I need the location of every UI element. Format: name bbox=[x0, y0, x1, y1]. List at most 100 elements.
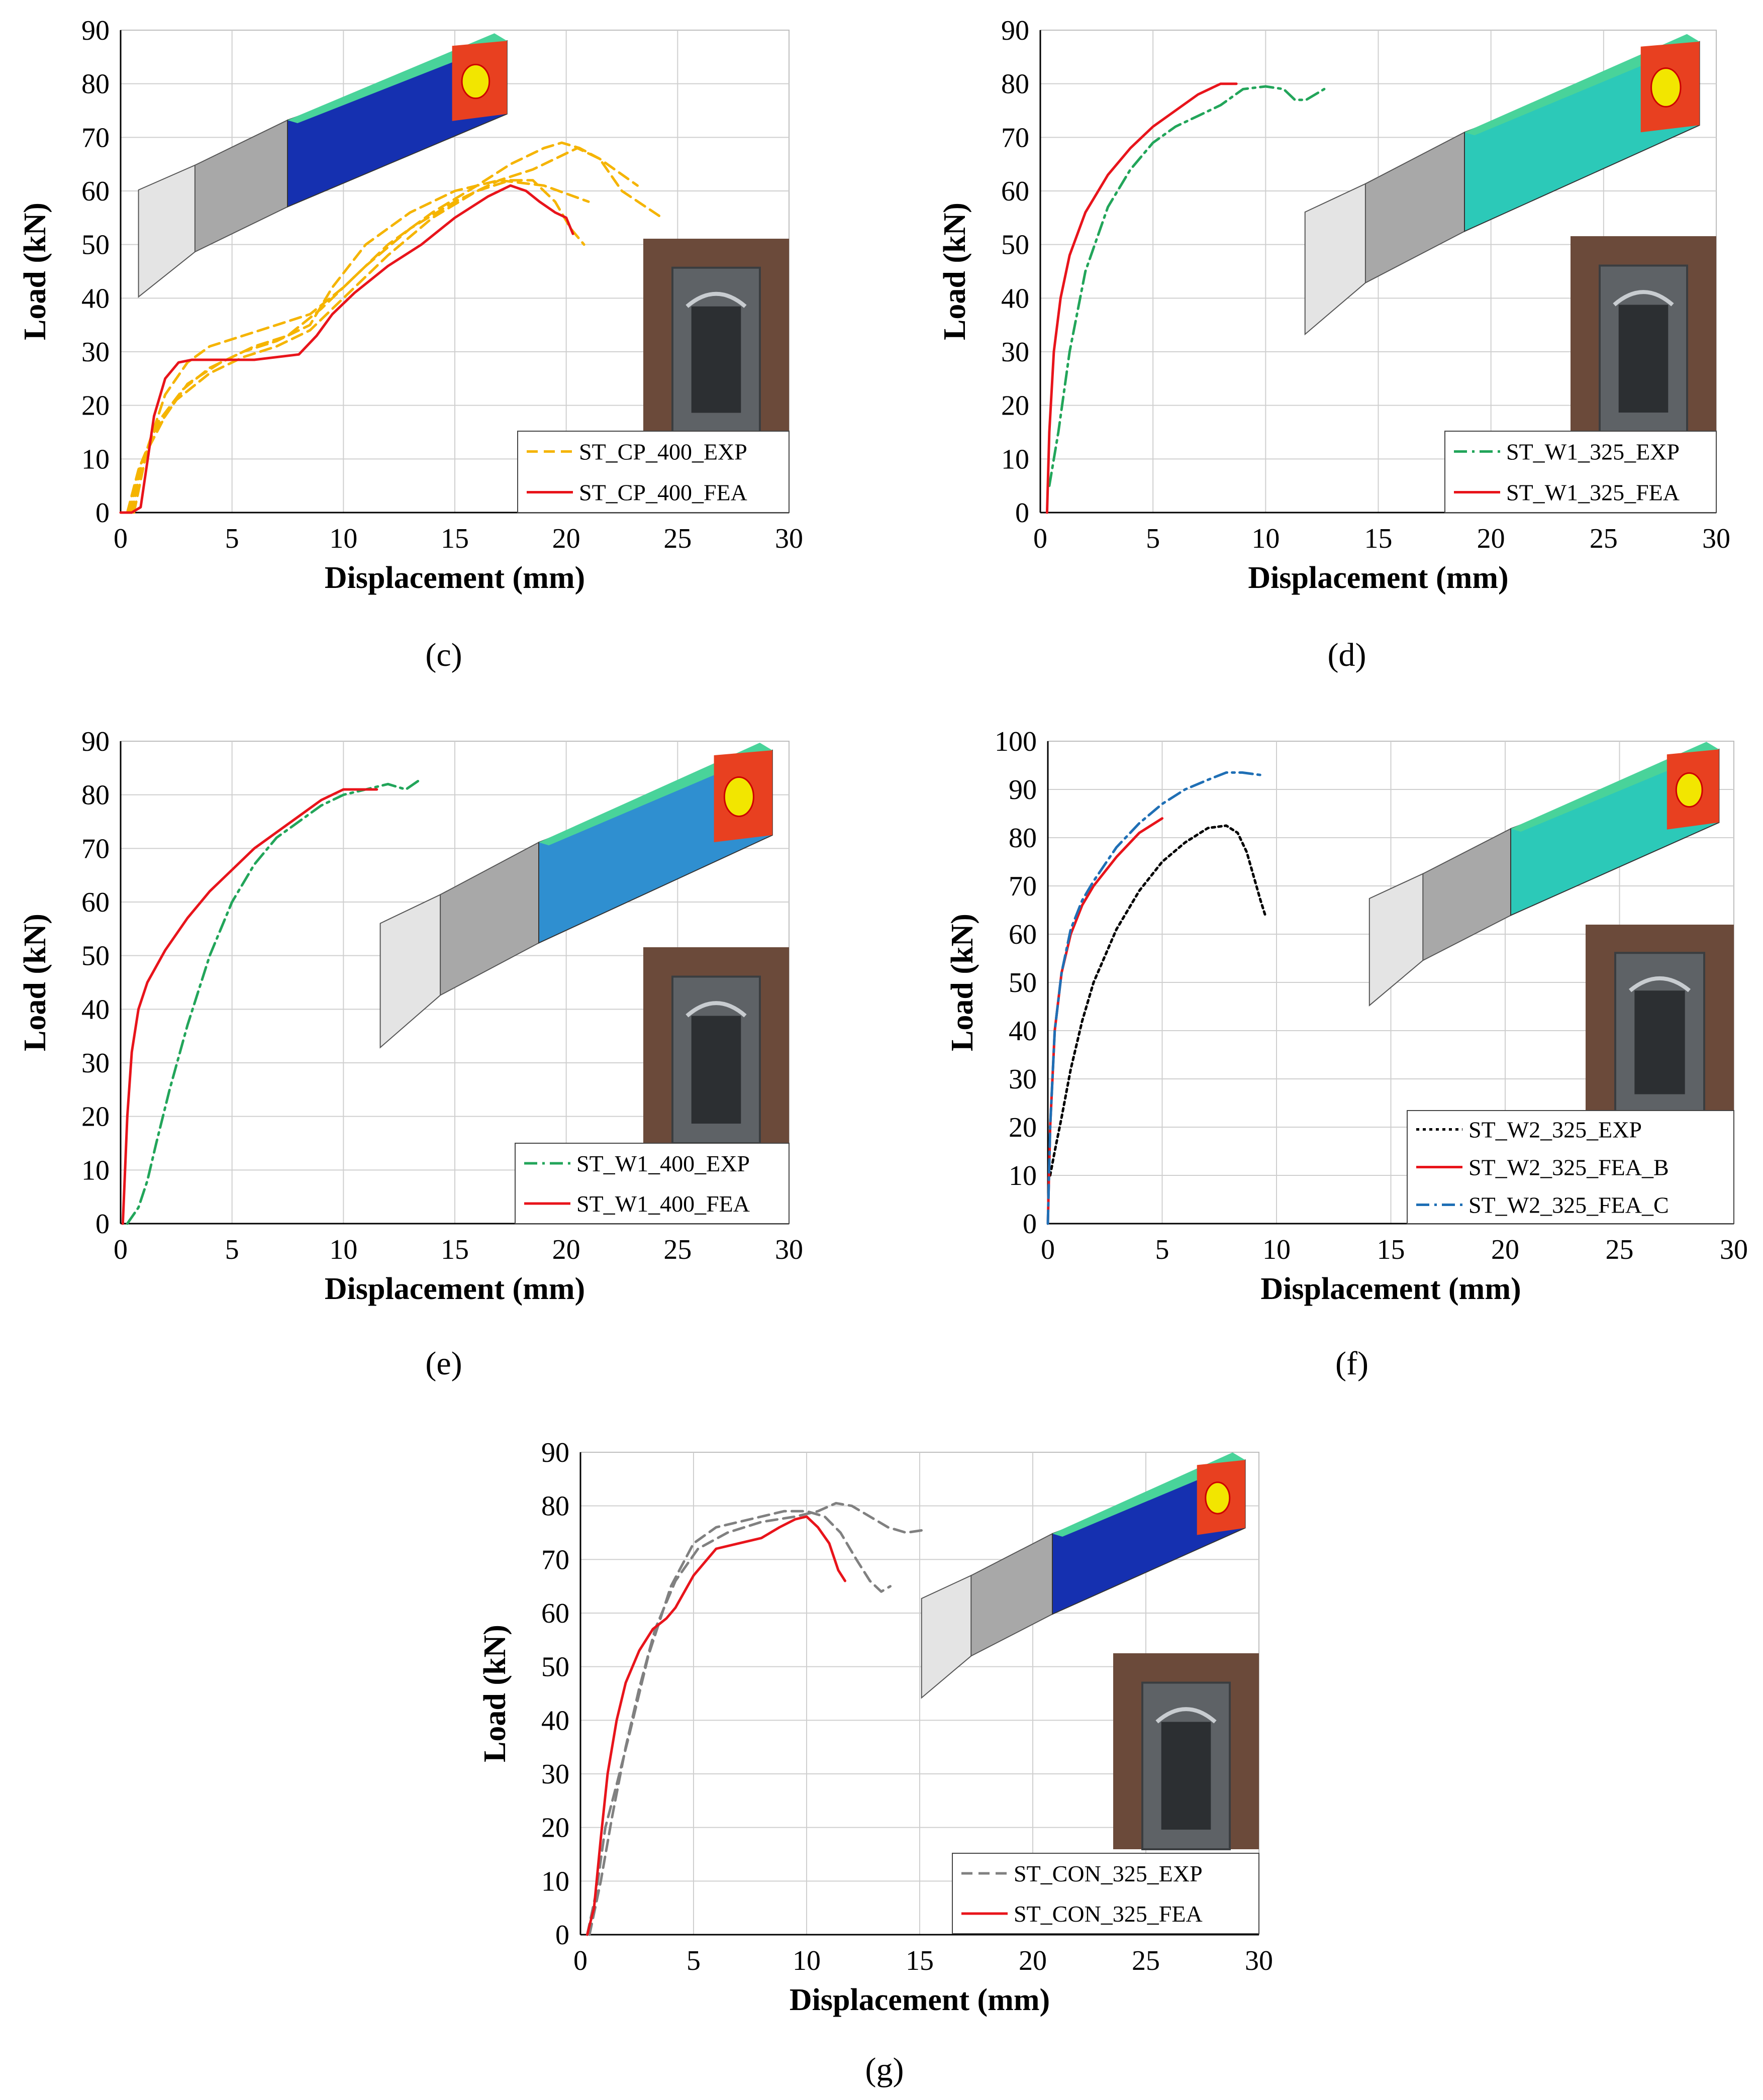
photo-opening bbox=[691, 306, 741, 413]
y-tick-label: 40 bbox=[541, 1705, 569, 1736]
y-tick-label: 40 bbox=[1009, 1016, 1037, 1047]
x-tick-label: 15 bbox=[1364, 523, 1393, 554]
specimen-photo bbox=[1571, 236, 1716, 433]
x-tick-label: 5 bbox=[1155, 1234, 1169, 1265]
x-tick-label: 15 bbox=[1377, 1234, 1405, 1265]
x-tick-label: 25 bbox=[663, 523, 692, 554]
photo-tear-edge bbox=[685, 291, 747, 308]
x-tick-label: 10 bbox=[1251, 523, 1280, 554]
x-tick-label: 15 bbox=[906, 1945, 934, 1976]
x-axis-label: Displacement (mm) bbox=[1260, 1272, 1521, 1306]
y-axis-label: Load (kN) bbox=[478, 1625, 512, 1762]
y-tick-label: 80 bbox=[81, 780, 110, 811]
x-axis-label: Displacement (mm) bbox=[790, 1983, 1050, 2017]
photo-tear-edge bbox=[1628, 976, 1691, 992]
series-line-st-w2-325-fea-c bbox=[1046, 771, 1262, 1225]
y-tick-label: 30 bbox=[1001, 337, 1029, 368]
photo-tear-edge bbox=[685, 1001, 747, 1018]
chart-c: 0 5 10 15 20 25 30 0 10 20 30 40 50 60 70 80 90 Displacem… bbox=[18, 15, 803, 673]
y-tick-label: 30 bbox=[81, 337, 110, 368]
fe-contour-model bbox=[921, 1452, 1246, 1699]
legend-box bbox=[952, 1853, 1259, 1934]
legend-entry: ST_W1_400_EXP bbox=[576, 1151, 750, 1176]
x-tick-label: 25 bbox=[1590, 523, 1618, 554]
y-tick-label: 10 bbox=[81, 1155, 110, 1186]
series-line-st-w2-325-exp bbox=[1049, 824, 1266, 1177]
model-top-edge bbox=[1511, 742, 1719, 832]
specimen-photo bbox=[1586, 925, 1734, 1114]
series-line-st-w1-325-exp bbox=[1048, 85, 1326, 487]
x-tick-label: 20 bbox=[1491, 1234, 1519, 1265]
y-tick-label: 0 bbox=[95, 497, 110, 529]
chart-d: 0 5 10 15 20 25 30 0 10 20 30 40 50 60 70 80 90 Displacem… bbox=[938, 15, 1730, 673]
x-tick-label: 10 bbox=[1262, 1234, 1291, 1265]
y-tick-label: 80 bbox=[1009, 823, 1037, 854]
y-tick-label: 30 bbox=[81, 1048, 110, 1079]
legend: ST_W1_325_EXP ST_W1_325_FEA bbox=[1444, 431, 1717, 513]
legend-box bbox=[517, 431, 790, 513]
y-tick-label: 10 bbox=[81, 444, 110, 475]
panel-label: (g) bbox=[865, 2051, 904, 2088]
x-tick-label: 30 bbox=[1245, 1945, 1273, 1976]
y-tick-label: 40 bbox=[81, 283, 110, 314]
y-tick-label: 20 bbox=[81, 1102, 110, 1133]
x-tick-label: 20 bbox=[1477, 523, 1505, 554]
chart-g: 0 5 10 15 20 25 30 0 10 20 30 40 50 60 70 80 90 Displacem… bbox=[478, 1437, 1273, 2088]
legend: ST_CP_400_EXP ST_CP_400_FEA bbox=[517, 431, 790, 513]
legend-box bbox=[1444, 431, 1717, 513]
y-tick-label: 50 bbox=[81, 941, 110, 972]
legend: ST_CON_325_EXP ST_CON_325_FEA bbox=[952, 1853, 1259, 1934]
x-tick-label: 25 bbox=[1132, 1945, 1160, 1976]
x-tick-label: 0 bbox=[114, 523, 128, 554]
y-tick-label: 10 bbox=[1001, 444, 1029, 475]
legend-entry: ST_W1_325_EXP bbox=[1506, 439, 1680, 465]
series-line-st-cp-400-exp bbox=[128, 179, 590, 514]
series-line-st-con-325-fea bbox=[586, 1515, 846, 1936]
x-tick-label: 25 bbox=[1606, 1234, 1634, 1265]
x-tick-label: 30 bbox=[1720, 1234, 1748, 1265]
y-tick-label: 70 bbox=[81, 122, 110, 153]
legend-box bbox=[515, 1143, 790, 1224]
y-axis-label: Load (kN) bbox=[18, 914, 52, 1051]
y-tick-label: 50 bbox=[81, 230, 110, 261]
y-tick-label: 30 bbox=[541, 1759, 569, 1790]
legend-entry: ST_W1_400_FEA bbox=[576, 1191, 750, 1217]
y-tick-label: 50 bbox=[541, 1652, 569, 1683]
y-tick-label: 90 bbox=[81, 726, 110, 757]
y-tick-label: 20 bbox=[81, 390, 110, 422]
x-tick-label: 5 bbox=[687, 1945, 701, 1976]
y-tick-label: 10 bbox=[1009, 1160, 1037, 1191]
y-tick-label: 40 bbox=[81, 994, 110, 1025]
y-tick-label: 70 bbox=[1001, 122, 1029, 153]
specimen-photo bbox=[643, 239, 789, 433]
x-tick-label: 20 bbox=[552, 1234, 580, 1265]
x-tick-label: 30 bbox=[775, 1234, 803, 1265]
legend-entry: ST_W2_325_FEA_C bbox=[1468, 1192, 1669, 1218]
x-tick-label: 20 bbox=[1019, 1945, 1047, 1976]
x-tick-label: 15 bbox=[441, 1234, 469, 1265]
legend: ST_W1_400_EXP ST_W1_400_FEA bbox=[515, 1143, 790, 1224]
y-tick-label: 50 bbox=[1009, 967, 1037, 998]
x-tick-label: 25 bbox=[663, 1234, 692, 1265]
y-tick-label: 70 bbox=[81, 833, 110, 864]
chart-f: 0 5 10 15 20 25 30 0 10 20 30 40 50 60 70 80 90 100 Displa… bbox=[945, 726, 1748, 1382]
legend-entry: ST_CON_325_FEA bbox=[1014, 1901, 1203, 1927]
y-tick-label: 0 bbox=[95, 1209, 110, 1240]
panel-label: (d) bbox=[1328, 637, 1366, 673]
y-tick-label: 30 bbox=[1009, 1064, 1037, 1095]
series-line-st-w2-325-fea-b bbox=[1046, 817, 1163, 1225]
x-tick-label: 0 bbox=[1033, 523, 1047, 554]
x-tick-label: 0 bbox=[573, 1945, 587, 1976]
y-tick-label: 100 bbox=[995, 726, 1037, 757]
x-tick-label: 30 bbox=[775, 523, 803, 554]
legend: ST_W2_325_EXP ST_W2_325_FEA_B ST_W2_325_FE… bbox=[1407, 1110, 1734, 1224]
series-line-st-w1-400-exp bbox=[126, 777, 423, 1225]
y-tick-label: 80 bbox=[541, 1491, 569, 1522]
y-tick-label: 0 bbox=[555, 1920, 569, 1951]
x-tick-label: 10 bbox=[329, 1234, 357, 1265]
model-hole bbox=[1205, 1481, 1231, 1515]
photo-opening bbox=[1161, 1722, 1211, 1830]
y-tick-label: 70 bbox=[1009, 871, 1037, 902]
legend-entry: ST_W1_325_FEA bbox=[1506, 480, 1680, 506]
